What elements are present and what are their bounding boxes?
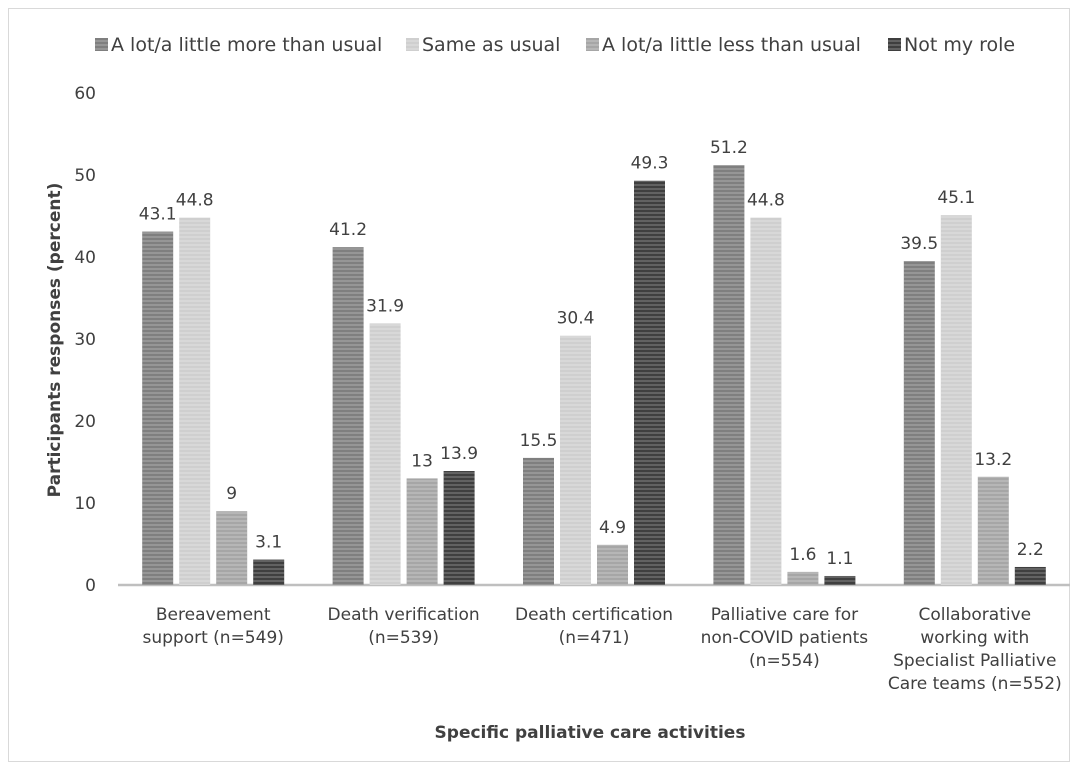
bar-texture (369, 323, 401, 585)
legend-swatch-texture (586, 38, 599, 51)
x-axis: Bereavement support (n=549) Death verifica… (142, 605, 1061, 694)
category-label: (n=554) (749, 651, 820, 671)
bar-texture (903, 261, 935, 585)
data-label: 9 (226, 484, 237, 504)
bar-texture (940, 215, 972, 585)
category-label: Palliative care for (711, 605, 858, 625)
category-label: working with (920, 628, 1029, 648)
x-axis-title: Specific palliative care activities (435, 723, 746, 743)
category-label: non-COVID patients (701, 628, 869, 648)
bar-texture (750, 217, 782, 585)
bars: 43.1 41.2 15.5 51.2 39.5 44.8 31.9 30.4 44.8 45.1… (139, 138, 1046, 586)
data-label: 30.4 (557, 309, 595, 329)
legend-label: A lot/a little more than usual (111, 34, 382, 56)
data-label: 13 (411, 451, 433, 471)
data-label: 2.2 (1017, 540, 1044, 560)
bar-texture (713, 165, 745, 585)
legend-swatch-texture (95, 38, 108, 51)
y-tick-label: 0 (85, 576, 96, 596)
bar-texture (634, 180, 665, 586)
category-label: support (n=549) (142, 628, 283, 648)
data-label: 45.1 (937, 188, 975, 208)
legend-label: Same as usual (422, 34, 560, 56)
legend-swatch-texture (406, 38, 419, 51)
bar-texture (597, 544, 628, 585)
data-label: 44.8 (747, 191, 785, 211)
data-label: 13.9 (440, 444, 478, 464)
bar-texture (560, 335, 591, 585)
bar-texture (216, 511, 248, 585)
data-label: 13.2 (974, 450, 1012, 470)
y-tick-label: 20 (74, 412, 96, 432)
bar-texture (1014, 566, 1046, 585)
legend-label: Not my role (904, 34, 1015, 56)
data-label: 4.9 (599, 518, 626, 538)
data-label: 41.2 (329, 220, 367, 240)
data-label: 15.5 (520, 431, 558, 451)
data-label: 43.1 (139, 205, 177, 225)
legend-swatch-texture (888, 38, 901, 51)
data-label: 31.9 (366, 296, 404, 316)
bar-texture (332, 247, 364, 585)
y-tick-label: 60 (74, 84, 96, 104)
bar-texture (977, 476, 1009, 585)
category-label: Care teams (n=552) (888, 674, 1062, 694)
data-label: 44.8 (176, 191, 214, 211)
bar-texture (787, 571, 819, 585)
bar-texture (824, 575, 856, 585)
data-label: 39.5 (900, 234, 938, 254)
data-label: 3.1 (255, 533, 282, 553)
y-axis-title: Participants responses (percent) (45, 183, 65, 498)
y-tick-label: 50 (74, 166, 96, 186)
category-label: Collaborative (918, 605, 1031, 625)
bar-texture (179, 217, 211, 585)
category-label: (n=539) (368, 628, 439, 648)
category-label: Specialist Palliative (893, 651, 1056, 671)
y-tick-label: 40 (74, 248, 96, 268)
y-tick-label: 10 (74, 494, 96, 514)
bar-texture (443, 471, 475, 585)
bar-texture (523, 457, 554, 585)
bar-texture (406, 478, 438, 585)
y-tick-label: 30 (74, 330, 96, 350)
data-label: 1.6 (789, 545, 816, 565)
bar-texture (142, 231, 174, 585)
data-label: 51.2 (710, 138, 748, 158)
category-label: Death verification (328, 605, 480, 625)
legend: A lot/a little more than usual Same as us… (95, 34, 1015, 56)
legend-label: A lot/a little less than usual (602, 34, 861, 56)
category-label: Bereavement (156, 605, 271, 625)
bar-texture (253, 559, 285, 585)
data-label: 1.1 (826, 549, 853, 569)
category-label: (n=471) (559, 628, 630, 648)
category-label: Death certification (515, 605, 673, 625)
data-label: 49.3 (631, 154, 669, 174)
